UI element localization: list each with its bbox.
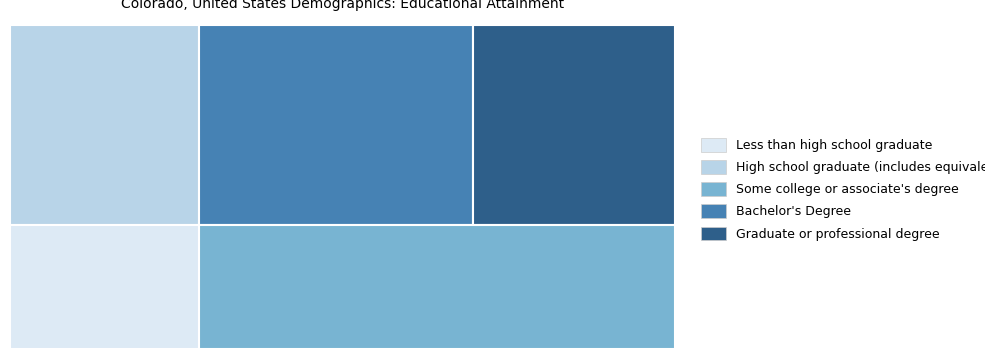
FancyBboxPatch shape [199,25,473,225]
Legend: Less than high school graduate, High school graduate (includes equivalency), Som: Less than high school graduate, High sch… [700,138,985,241]
FancyBboxPatch shape [10,225,199,349]
FancyBboxPatch shape [199,225,675,349]
FancyBboxPatch shape [473,25,675,225]
Text: Colorado, United States Demographics: Educational Attainment: Colorado, United States Demographics: Ed… [121,0,563,11]
FancyBboxPatch shape [10,25,199,225]
